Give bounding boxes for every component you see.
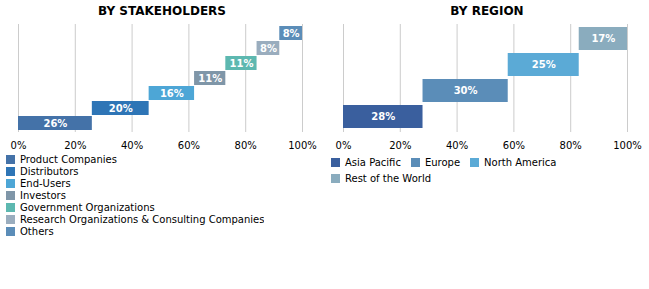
svg-text:8%: 8% — [283, 28, 300, 39]
svg-text:8%: 8% — [260, 43, 277, 54]
html-text:Asia Pacific: Asia Pacific — [345, 156, 401, 168]
svg-text:20%: 20% — [389, 140, 411, 151]
html-text:Others: Others — [20, 226, 54, 237]
html-text:North America: North America — [484, 156, 557, 168]
svg-text:16%: 16% — [160, 88, 184, 99]
svg-text:30%: 30% — [454, 85, 478, 96]
svg-text:40%: 40% — [121, 140, 143, 151]
svg-text:80%: 80% — [235, 140, 257, 151]
svg-text:100%: 100% — [288, 140, 317, 151]
html-text:Europe: Europe — [424, 156, 461, 168]
svg-text:100%: 100% — [613, 140, 642, 151]
svg-text:60%: 60% — [503, 140, 525, 151]
svg-text:28%: 28% — [371, 111, 395, 122]
html-text:Product Companies: Product Companies — [20, 154, 117, 165]
svg-text:20%: 20% — [64, 140, 86, 151]
html-text:End-Users: End-Users — [20, 178, 71, 189]
html-text:BY STAKEHOLDERS: BY STAKEHOLDERS — [98, 4, 226, 18]
html-text:Government Organizations: Government Organizations — [20, 202, 155, 213]
html-text:Distributors: Distributors — [20, 166, 79, 177]
svg-text:20%: 20% — [109, 103, 133, 114]
svg-text:60%: 60% — [178, 140, 200, 151]
svg-text:0%: 0% — [11, 140, 27, 151]
svg-text:80%: 80% — [560, 140, 582, 151]
svg-text:26%: 26% — [43, 118, 67, 129]
svg-text:11%: 11% — [198, 73, 222, 84]
svg-text:25%: 25% — [532, 59, 556, 70]
svg-text:40%: 40% — [446, 140, 468, 151]
html-text:Investors: Investors — [20, 190, 66, 201]
svg-text:11%: 11% — [229, 58, 253, 69]
html-text:Rest of the World: Rest of the World — [345, 173, 431, 185]
svg-text:17%: 17% — [591, 33, 615, 44]
svg-text:0%: 0% — [336, 140, 352, 151]
html-text:BY REGION: BY REGION — [450, 4, 524, 18]
html-text:Research Organizations & Consu: Research Organizations & Consulting Comp… — [20, 214, 265, 225]
